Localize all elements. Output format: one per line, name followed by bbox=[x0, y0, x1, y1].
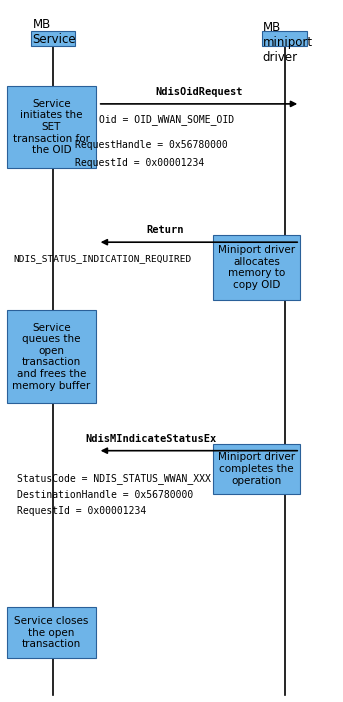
Text: Service
initiates the
SET
transaction for
the OID: Service initiates the SET transaction fo… bbox=[13, 99, 90, 155]
Bar bbox=[7, 607, 96, 658]
Text: Oid = OID_WWAN_SOME_OID: Oid = OID_WWAN_SOME_OID bbox=[99, 114, 235, 125]
Bar bbox=[213, 235, 300, 300]
Text: NdisOidRequest: NdisOidRequest bbox=[155, 87, 243, 97]
Bar bbox=[31, 31, 75, 46]
Bar bbox=[7, 86, 96, 168]
Text: DestinationHandle = 0x56780000: DestinationHandle = 0x56780000 bbox=[17, 490, 193, 500]
Text: RequestHandle = 0x56780000: RequestHandle = 0x56780000 bbox=[75, 140, 228, 150]
Text: StatusCode = NDIS_STATUS_WWAN_XXX: StatusCode = NDIS_STATUS_WWAN_XXX bbox=[17, 473, 211, 484]
Text: Service closes
the open
transaction: Service closes the open transaction bbox=[14, 616, 88, 649]
Bar bbox=[7, 310, 96, 403]
Text: Return: Return bbox=[146, 225, 184, 235]
Text: RequestId = 0x00001234: RequestId = 0x00001234 bbox=[17, 506, 146, 516]
Text: NDIS_STATUS_INDICATION_REQUIRED: NDIS_STATUS_INDICATION_REQUIRED bbox=[14, 254, 192, 263]
Text: Miniport driver
completes the
operation: Miniport driver completes the operation bbox=[218, 452, 295, 486]
Bar bbox=[262, 31, 307, 46]
Text: RequestId = 0x00001234: RequestId = 0x00001234 bbox=[75, 158, 205, 168]
Text: MB
Service: MB Service bbox=[33, 18, 76, 46]
Bar bbox=[213, 444, 300, 494]
Text: NdisMIndicateStatusEx: NdisMIndicateStatusEx bbox=[85, 434, 216, 444]
Text: Miniport driver
allocates
memory to
copy OID: Miniport driver allocates memory to copy… bbox=[218, 245, 295, 290]
Text: MB
miniport
driver: MB miniport driver bbox=[262, 21, 312, 64]
Text: Service
queues the
open
transaction
and frees the
memory buffer: Service queues the open transaction and … bbox=[12, 323, 91, 390]
